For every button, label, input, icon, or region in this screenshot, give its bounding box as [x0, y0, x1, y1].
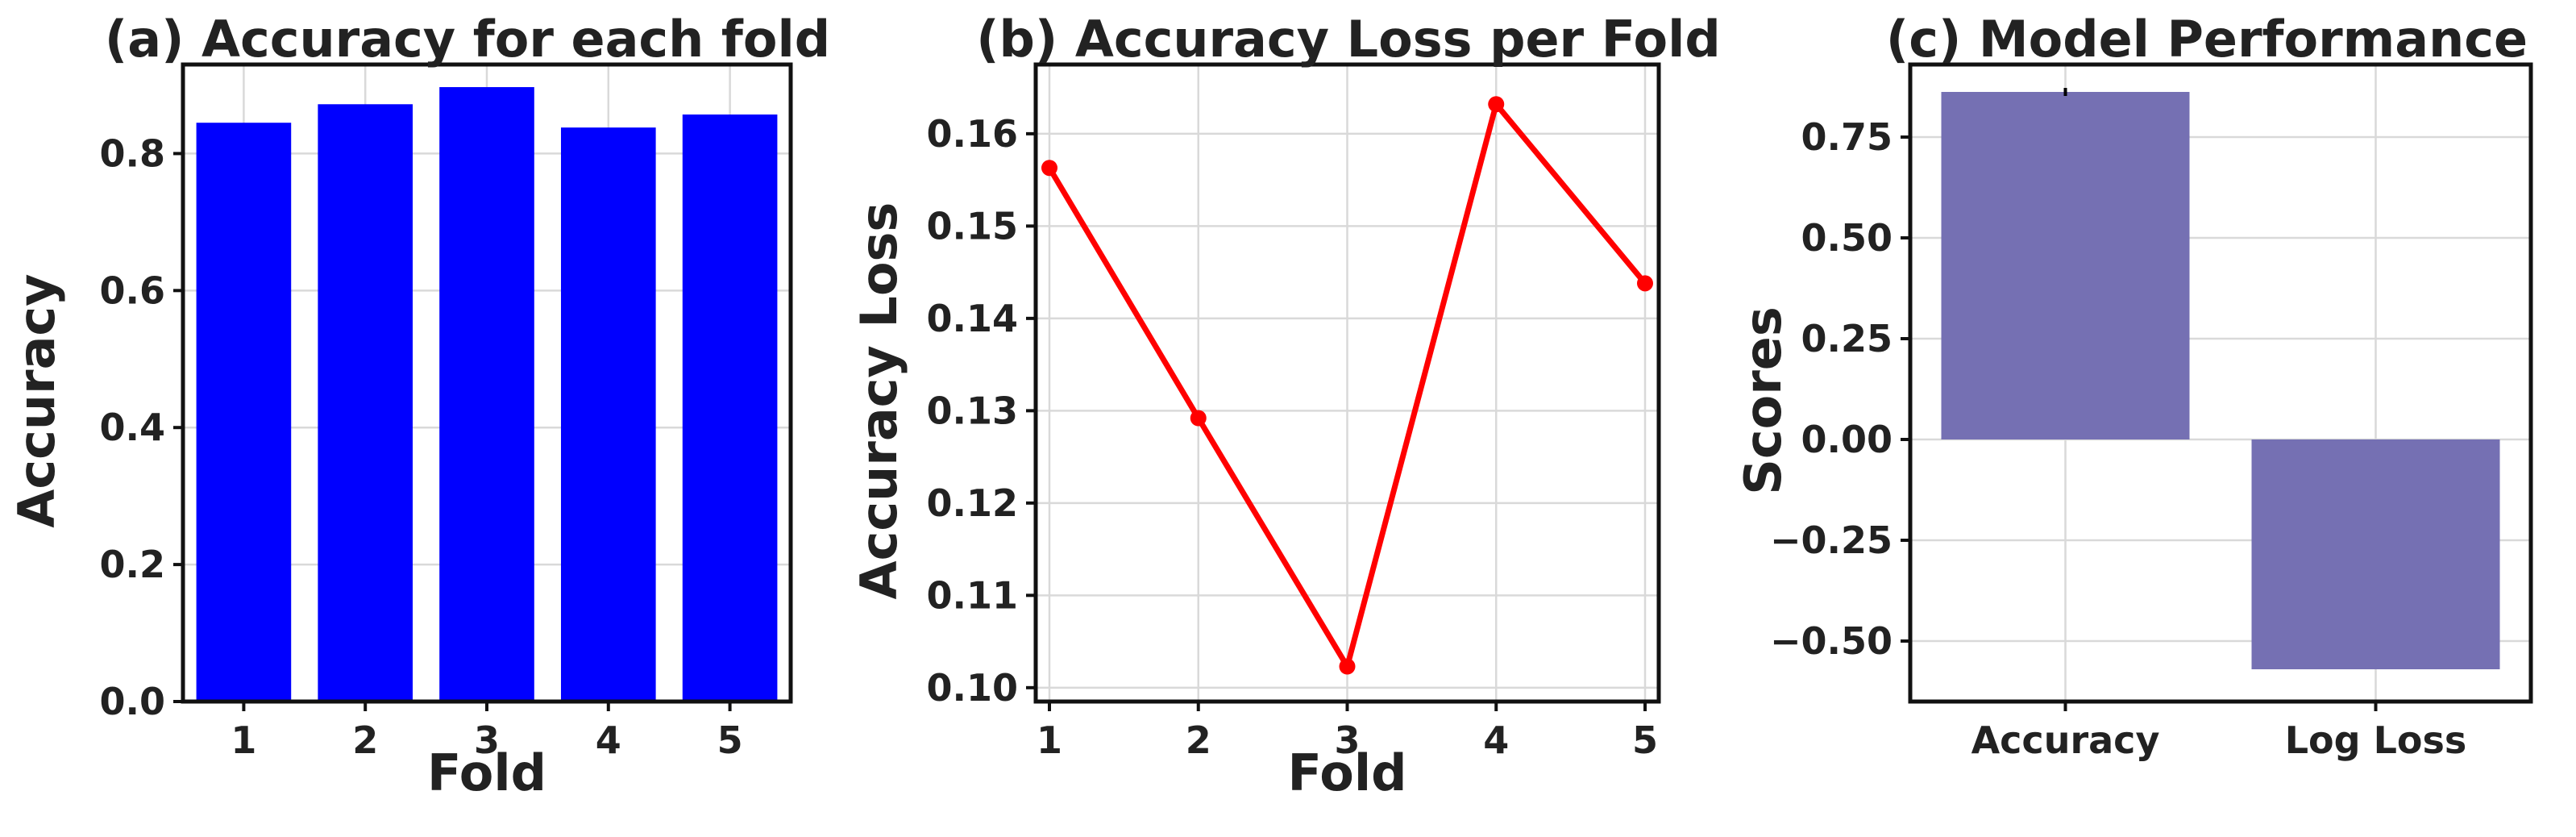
ytick-label: 0.25	[1801, 317, 1893, 360]
ytick-label: 0.00	[1801, 418, 1893, 461]
xtick-label: Log Loss	[2285, 718, 2467, 762]
data-point	[1488, 96, 1505, 113]
ytick-label: 0.2	[100, 543, 166, 586]
ytick-label: 0.16	[927, 112, 1019, 156]
x-axis-label: Fold	[1287, 743, 1406, 802]
chart-panel-1: 0.0 0.2 0.4 0.6 0.8 1 2 3 4 5 (a) Accuracy for eac…	[7, 10, 830, 802]
ytick-label: 0.13	[927, 389, 1019, 432]
data-point	[1190, 410, 1207, 427]
bar-accuracy	[1941, 92, 2190, 439]
xtick-label: 5	[717, 718, 743, 762]
bar-5	[682, 115, 778, 702]
xtick-label: 2	[352, 718, 378, 762]
chart-panel-3: 0.75 0.50 0.25 0.00 −0.25 −0.50 Accuracy Log Lo…	[1734, 10, 2533, 762]
bar-3	[439, 87, 534, 702]
ytick-label: 0.10	[927, 666, 1019, 710]
ytick-label: 0.0	[100, 680, 166, 723]
xtick-label: 4	[1483, 718, 1509, 762]
axes-frame	[1908, 62, 2533, 704]
ytick-label: 0.14	[927, 297, 1019, 340]
bar-1	[196, 123, 292, 702]
y-axis-label: Scores	[1734, 306, 1793, 495]
ytick-label: 0.15	[927, 204, 1019, 248]
ytick-label: 0.50	[1801, 216, 1893, 260]
ytick-label: 0.8	[100, 131, 166, 175]
ytick-label: 0.4	[100, 406, 166, 449]
chart-panel-2: 0.10 0.11 0.12 0.13 0.14 0.15 0.16 1 2 3 4 5 (b) Acc…	[850, 10, 1721, 802]
y-axis-label: Accuracy	[7, 273, 66, 527]
xtick-label: 3	[1334, 718, 1360, 762]
ytick-label: 0.12	[927, 481, 1019, 525]
data-point	[1339, 658, 1356, 675]
xtick-label: 3	[474, 718, 500, 762]
xtick-label: 2	[1186, 718, 1211, 762]
xtick-label: 4	[596, 718, 621, 762]
ytick-label: 0.6	[100, 269, 166, 312]
y-axis-label: Accuracy Loss	[850, 202, 908, 600]
data-point	[1636, 275, 1653, 292]
chart-title: (c) Model Performance	[1886, 10, 2528, 69]
ytick-label: −0.25	[1770, 518, 1893, 562]
xtick-label: Accuracy	[1971, 718, 2160, 762]
chart-title: (b) Accuracy Loss per Fold	[976, 10, 1721, 69]
bar-log-loss	[2251, 439, 2500, 669]
ytick-label: −0.50	[1770, 619, 1893, 663]
xtick-label: 5	[1632, 718, 1658, 762]
ytick-label: 0.75	[1801, 115, 1893, 159]
xtick-label: 1	[1037, 718, 1062, 762]
data-point	[1041, 160, 1058, 177]
bar-2	[318, 104, 413, 702]
x-axis-label: Fold	[427, 743, 546, 802]
bar-4	[560, 127, 656, 702]
chart-title: (a) Accuracy for each fold	[105, 10, 830, 69]
xtick-label: 1	[231, 718, 256, 762]
ytick-label: 0.11	[927, 573, 1019, 617]
